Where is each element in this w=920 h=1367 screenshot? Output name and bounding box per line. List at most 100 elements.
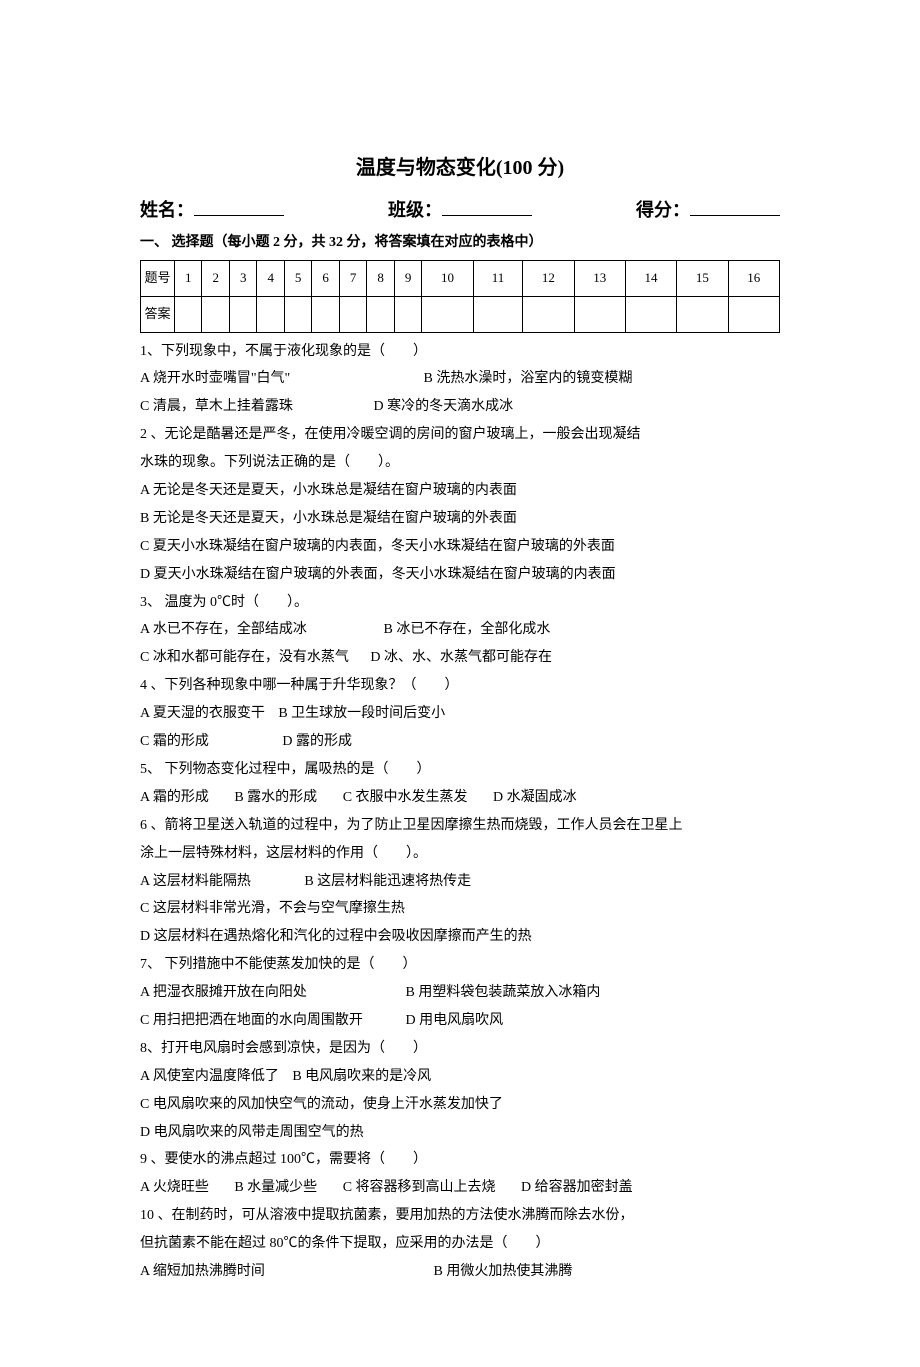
q3-a: A 水已不存在，全部结成冰 (140, 617, 380, 643)
q6-b: B 这层材料能迅速将热传走 (304, 869, 471, 895)
class-label: 班级： (388, 194, 442, 226)
q2-c: C 夏天小水珠凝结在窗户玻璃的内表面，冬天小水珠凝结在窗户玻璃的外表面 (140, 534, 780, 560)
q7-row2: C 用扫把把洒在地面的水向周围散开 D 用电风扇吹风 (140, 1008, 780, 1034)
q4-row1: A 夏天湿的衣服变干 B 卫生球放一段时间后变小 (140, 701, 780, 727)
col-num: 14 (625, 260, 676, 296)
q7-d: D 用电风扇吹风 (406, 1008, 504, 1034)
q8-a: A 风使室内温度降低了 (140, 1064, 279, 1090)
answer-cell (257, 296, 284, 332)
q4-c: C 霜的形成 (140, 729, 209, 755)
score-field: 得分： (636, 194, 780, 226)
answer-cell (473, 296, 523, 332)
q8-d: D 电风扇吹来的风带走周围空气的热 (140, 1120, 780, 1146)
q9-d: D 给容器加密封盖 (521, 1175, 633, 1201)
q10-b: B 用微火加热使其沸腾 (434, 1259, 573, 1285)
q4-d: D 露的形成 (282, 729, 352, 755)
row1-label: 题号 (141, 260, 175, 296)
answer-cell (728, 296, 779, 332)
class-blank (442, 198, 532, 216)
q6-a: A 这层材料能隔热 (140, 869, 251, 895)
col-num: 16 (728, 260, 779, 296)
name-blank (194, 198, 284, 216)
answer-cell (523, 296, 574, 332)
class-field: 班级： (388, 194, 532, 226)
q6-stem2: 涂上一层特殊材料，这层材料的作用（ ）。 (140, 841, 780, 867)
col-num: 4 (257, 260, 284, 296)
q4-b: B 卫生球放一段时间后变小 (278, 701, 445, 727)
answer-cell (677, 296, 728, 332)
answer-cell (312, 296, 339, 332)
q9-row1: A 火烧旺些 B 水量减少些 C 将容器移到高山上去烧 D 给容器加密封盖 (140, 1175, 780, 1201)
q1-stem: 1、下列现象中，不属于液化现象的是（ ） (140, 339, 780, 365)
q3-stem: 3、 温度为 0℃时（ ）。 (140, 590, 780, 616)
q2-d: D 夏天小水珠凝结在窗户玻璃的外表面，冬天小水珠凝结在窗户玻璃的内表面 (140, 562, 780, 588)
q5-b: B 露水的形成 (234, 785, 317, 811)
answer-cell (394, 296, 421, 332)
section1-heading: 一、 选择题（每小题 2 分，共 32 分，将答案填在对应的表格中） (140, 230, 780, 255)
q10-stem1: 10 、在制药时，可从溶液中提取抗菌素，要用加热的方法使水沸腾而除去水份， (140, 1203, 780, 1229)
q7-row1: A 把湿衣服摊开放在向阳处 B 用塑料袋包装蔬菜放入冰箱内 (140, 980, 780, 1006)
col-num: 12 (523, 260, 574, 296)
q9-a: A 火烧旺些 (140, 1175, 209, 1201)
q10-row1: A 缩短加热沸腾时间 B 用微火加热使其沸腾 (140, 1259, 780, 1285)
q3-row2: C 冰和水都可能存在，没有水蒸气 D 冰、水、水蒸气都可能存在 (140, 645, 780, 671)
answer-cell (202, 296, 229, 332)
answer-cell (367, 296, 394, 332)
q3-d: D 冰、水、水蒸气都可能存在 (370, 645, 552, 671)
col-num: 2 (202, 260, 229, 296)
answer-cell (574, 296, 625, 332)
col-num: 6 (312, 260, 339, 296)
answer-cell (422, 296, 473, 332)
col-num: 13 (574, 260, 625, 296)
q1-row2: C 清晨，草木上挂着露珠 D 寒冷的冬天滴水成冰 (140, 394, 780, 420)
q3-b: B 冰已不存在，全部化成水 (384, 617, 551, 643)
answer-grid: 题号 1 2 3 4 5 6 7 8 9 10 11 12 13 14 15 1… (140, 260, 780, 333)
col-num: 10 (422, 260, 473, 296)
q2-stem2: 水珠的现象。下列说法正确的是（ ）。 (140, 450, 780, 476)
q2-a: A 无论是冬天还是夏天，小水珠总是凝结在窗户玻璃的内表面 (140, 478, 780, 504)
q10-a: A 缩短加热沸腾时间 (140, 1259, 430, 1285)
q8-row1: A 风使室内温度降低了 B 电风扇吹来的是冷风 (140, 1064, 780, 1090)
q6-row1: A 这层材料能隔热 B 这层材料能迅速将热传走 (140, 869, 780, 895)
grid-answer-row: 答案 (141, 296, 780, 332)
col-num: 7 (339, 260, 366, 296)
q1-row1: A 烧开水时壶嘴冒"白气" B 洗热水澡时，浴室内的镜变模糊 (140, 366, 780, 392)
row2-label: 答案 (141, 296, 175, 332)
col-num: 5 (284, 260, 311, 296)
q10-stem2: 但抗菌素不能在超过 80℃的条件下提取，应采用的办法是（ ） (140, 1231, 780, 1257)
q1-b: B 洗热水澡时，浴室内的镜变模糊 (424, 366, 633, 392)
answer-cell (175, 296, 202, 332)
col-num: 1 (175, 260, 202, 296)
col-num: 15 (677, 260, 728, 296)
col-num: 9 (394, 260, 421, 296)
q5-stem: 5、 下列物态变化过程中，属吸热的是（ ） (140, 757, 780, 783)
q5-a: A 霜的形成 (140, 785, 209, 811)
col-num: 3 (229, 260, 256, 296)
q5-row1: A 霜的形成 B 露水的形成 C 衣服中水发生蒸发 D 水凝固成冰 (140, 785, 780, 811)
q3-c: C 冰和水都可能存在，没有水蒸气 (140, 645, 349, 671)
q1-c: C 清晨，草木上挂着露珠 (140, 394, 370, 420)
score-label: 得分： (636, 194, 690, 226)
header-row: 姓名： 班级： 得分： (140, 194, 780, 226)
q7-b: B 用塑料袋包装蔬菜放入冰箱内 (406, 980, 601, 1006)
q9-b: B 水量减少些 (234, 1175, 317, 1201)
answer-cell (229, 296, 256, 332)
q8-b: B 电风扇吹来的是冷风 (292, 1064, 431, 1090)
q9-c: C 将容器移到高山上去烧 (343, 1175, 496, 1201)
page-title: 温度与物态变化(100 分) (140, 150, 780, 186)
q8-stem: 8、打开电风扇时会感到凉快，是因为（ ） (140, 1036, 780, 1062)
name-field: 姓名： (140, 194, 284, 226)
col-num: 11 (473, 260, 523, 296)
q6-c: C 这层材料非常光滑，不会与空气摩擦生热 (140, 896, 780, 922)
q6-d: D 这层材料在遇热熔化和汽化的过程中会吸收因摩擦而产生的热 (140, 924, 780, 950)
q2-stem1: 2 、无论是酷暑还是严冬，在使用冷暖空调的房间的窗户玻璃上，一般会出现凝结 (140, 422, 780, 448)
score-blank (690, 198, 780, 216)
q7-a: A 把湿衣服摊开放在向阳处 (140, 980, 402, 1006)
q5-d: D 水凝固成冰 (493, 785, 577, 811)
q4-a: A 夏天湿的衣服变干 (140, 701, 265, 727)
answer-cell (284, 296, 311, 332)
q7-c: C 用扫把把洒在地面的水向周围散开 (140, 1008, 402, 1034)
q5-c: C 衣服中水发生蒸发 (343, 785, 468, 811)
q4-stem: 4 、下列各种现象中哪一种属于升华现象？（ ） (140, 673, 780, 699)
name-label: 姓名： (140, 194, 194, 226)
